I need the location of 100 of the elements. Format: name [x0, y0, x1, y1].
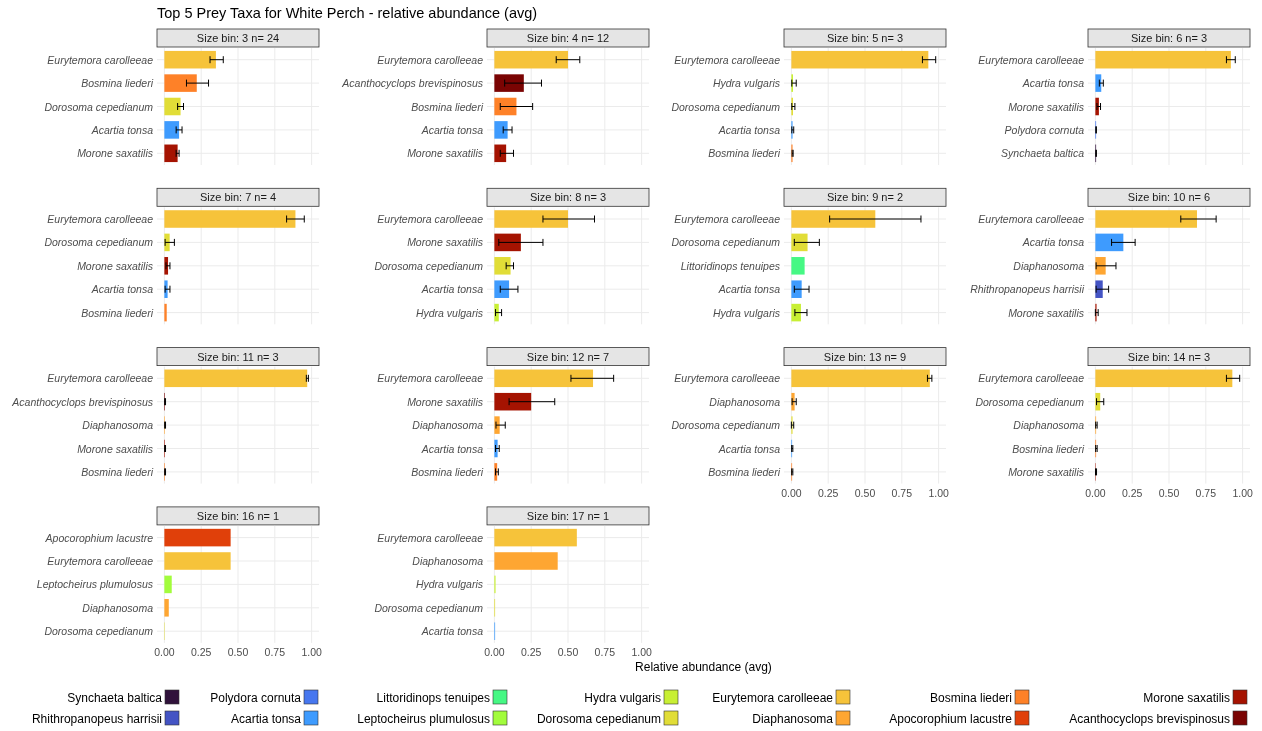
legend-label: Morone saxatilis: [1143, 690, 1230, 705]
y-tick-label: Dorosoma cepedianum: [374, 259, 484, 272]
y-tick-label: Eurytemora carolleeae: [978, 213, 1085, 225]
y-tick-label: Hydra vulgaris: [415, 578, 484, 591]
x-tick-label: 1.00: [301, 645, 323, 658]
legend-label: Polydora cornuta: [210, 690, 302, 705]
x-tick-label: 1.00: [631, 645, 653, 658]
y-tick-label: Acartia tonsa: [717, 123, 781, 136]
y-tick-label: Eurytemora carolleeae: [47, 372, 154, 385]
y-tick-label: Morone saxatilis: [1008, 306, 1085, 319]
x-tick-label: 1.00: [1232, 486, 1254, 499]
chart-title: Top 5 Prey Taxa for White Perch - relative abundance (avg): [157, 5, 538, 21]
chart-subtitle: Size bin: 4 n= 12: [526, 32, 610, 44]
y-tick-label: Eurytemora carolleeae: [377, 531, 484, 544]
y-tick-label: Eurytemora carolleeae: [377, 213, 484, 225]
y-tick-label: Eurytemora carolleeae: [674, 372, 781, 385]
legend-label: Acanthocyclops brevispinosus: [1069, 711, 1230, 726]
y-tick-label: Acartia tonsa: [717, 283, 781, 296]
y-tick-label: Bosmina liederi: [1012, 442, 1085, 455]
chart-subtitle: Size bin: 8 n= 3: [529, 191, 607, 204]
legend-label: Diaphanosoma: [752, 711, 834, 726]
y-tick-label: Eurytemora carolleeae: [377, 53, 484, 66]
x-axis-title: Relative abundance (avg): [635, 659, 772, 674]
y-tick-label: Bosmina liederi: [81, 465, 154, 478]
y-tick-label: Hydra vulgaris: [712, 306, 781, 319]
y-tick-label: Bosmina liederi: [708, 147, 781, 160]
x-tick-label: 0.00: [484, 645, 505, 658]
y-tick-label: Dorosoma cepedianum: [975, 395, 1085, 408]
y-tick-label: Morone saxatilis: [407, 236, 484, 249]
y-tick-label: Morone saxatilis: [77, 259, 154, 272]
y-tick-label: Polydora cornuta: [1004, 123, 1085, 136]
y-tick-label: Acartia tonsa: [1021, 236, 1085, 249]
y-tick-label: Diaphanosoma: [82, 419, 154, 432]
y-tick-label: Littoridinops tenuipes: [680, 259, 781, 272]
y-tick-label: Dorosoma cepedianum: [671, 100, 781, 113]
y-tick-label: Dorosoma cepedianum: [671, 236, 781, 249]
chart-subtitle: Size bin: 16 n= 1: [196, 509, 280, 522]
x-tick-label: 0.25: [817, 486, 839, 499]
x-tick-label: 0.00: [154, 645, 175, 658]
y-tick-label: Dorosoma cepedianum: [44, 625, 154, 638]
x-tick-label: 0.00: [1085, 486, 1106, 499]
y-tick-label: Leptocheirus plumulosus: [36, 578, 154, 591]
chart-subtitle: Size bin: 10 n= 6: [1127, 191, 1211, 204]
x-tick-label: 0.75: [1195, 486, 1217, 499]
x-tick-label: 0.00: [781, 486, 802, 499]
y-tick-label: Morone saxatilis: [77, 442, 154, 455]
y-tick-label: Acartia tonsa: [90, 283, 154, 296]
y-tick-label: Diaphanosoma: [412, 419, 484, 432]
y-tick-label: Morone saxatilis: [77, 147, 154, 160]
y-tick-label: Bosmina liederi: [81, 306, 154, 319]
x-tick-label: 0.25: [520, 645, 542, 658]
legend-label: Bosmina liederi: [929, 690, 1012, 705]
y-tick-label: Diaphanosoma: [1013, 419, 1085, 432]
y-tick-label: Diaphanosoma: [82, 601, 154, 614]
x-tick-label: 1.00: [928, 486, 950, 499]
x-tick-label: 0.25: [190, 645, 212, 658]
y-tick-label: Eurytemora carolleeae: [377, 372, 484, 385]
chart-subtitle: Size bin: 11 n= 3: [197, 350, 279, 363]
y-tick-label: Apocorophium lacustre: [44, 531, 154, 544]
x-tick-label: 0.75: [891, 486, 913, 499]
y-tick-label: Acanthocyclops brevispinosus: [11, 395, 154, 408]
x-tick-label: 0.50: [227, 645, 249, 658]
y-tick-label: Eurytemora carolleeae: [47, 555, 154, 567]
x-tick-label: 0.75: [594, 645, 616, 658]
chart-subtitle: Size bin: 17 n= 1: [526, 509, 610, 522]
y-tick-label: Acartia tonsa: [717, 442, 781, 455]
y-tick-label: Acartia tonsa: [90, 123, 154, 136]
y-tick-label: Eurytemora carolleeae: [674, 53, 781, 66]
y-tick-label: Eurytemora carolleeae: [674, 213, 781, 225]
y-tick-label: Bosmina liederi: [708, 465, 781, 478]
y-tick-label: Hydra vulgaris: [415, 306, 484, 319]
y-tick-label: Acartia tonsa: [420, 123, 484, 136]
y-tick-label: Dorosoma cepedianum: [671, 419, 781, 432]
y-tick-label: Acartia tonsa: [420, 442, 484, 455]
x-tick-label: 0.75: [264, 645, 286, 658]
y-tick-label: Morone saxatilis: [407, 395, 484, 408]
chart-subtitle: Size bin: 12 n= 7: [526, 350, 610, 363]
y-tick-label: Acanthocyclops brevispinosus: [341, 77, 484, 90]
y-tick-label: Eurytemora carolleeae: [47, 53, 154, 66]
y-tick-label: Morone saxatilis: [407, 147, 484, 160]
y-tick-label: Bosmina liederi: [411, 465, 484, 478]
y-tick-label: Diaphanosoma: [709, 395, 781, 408]
chart-subtitle: Size bin: 7 n= 4: [199, 191, 277, 204]
legend-label: Apocorophium lacustre: [889, 711, 1013, 726]
x-tick-label: 0.50: [854, 486, 876, 499]
legend-label: Hydra vulgaris: [584, 690, 661, 705]
chart-subtitle: Size bin: 14 n= 3: [1127, 350, 1211, 363]
y-tick-label: Eurytemora carolleeae: [978, 372, 1085, 385]
chart-subtitle: Size bin: 5 n= 3: [826, 32, 904, 44]
y-tick-label: Eurytemora carolleeae: [978, 53, 1085, 66]
y-tick-label: Acartia tonsa: [1021, 77, 1085, 90]
y-tick-label: Eurytemora carolleeae: [47, 213, 154, 225]
y-tick-label: Dorosoma cepedianum: [44, 236, 154, 249]
y-tick-label: Morone saxatilis: [1008, 100, 1085, 113]
y-tick-label: Rhithropanopeus harrisii: [970, 283, 1085, 296]
x-tick-label: 0.50: [1158, 486, 1180, 499]
y-tick-label: Dorosoma cepedianum: [374, 601, 484, 614]
y-tick-label: Dorosoma cepedianum: [44, 100, 154, 113]
chart-subtitle: Size bin: 9 n= 2: [826, 191, 904, 204]
x-tick-label: 0.25: [1121, 486, 1143, 499]
